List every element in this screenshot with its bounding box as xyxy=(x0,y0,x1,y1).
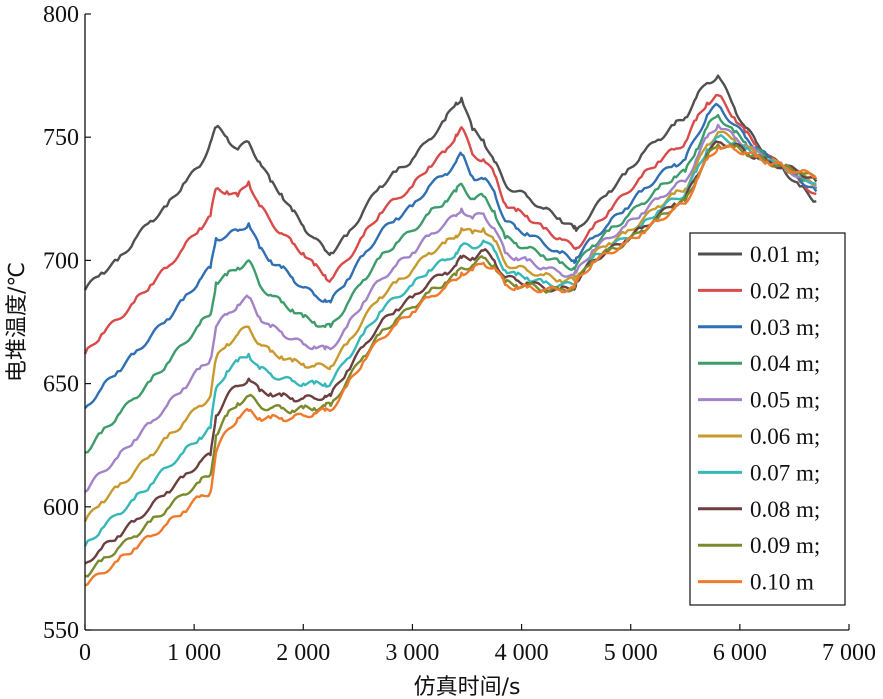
legend-label: 0.04 m; xyxy=(750,351,820,376)
legend-label: 0.02 m; xyxy=(750,278,820,303)
x-axis-title: 仿真时间/s xyxy=(414,675,521,699)
y-axis-title: 电堆温度/℃ xyxy=(5,262,30,382)
legend-label: 0.09 m; xyxy=(750,533,820,558)
x-tick-label: 4 000 xyxy=(495,640,549,666)
x-tick-label: 5 000 xyxy=(604,640,658,666)
y-tick-label: 750 xyxy=(43,125,79,151)
series-line-5 xyxy=(84,123,817,493)
series-group xyxy=(83,74,818,587)
series-line-3 xyxy=(84,102,818,410)
x-tick-label: 7 000 xyxy=(822,640,876,666)
series-line-4 xyxy=(84,113,818,454)
legend-label: 0.08 m; xyxy=(750,497,820,522)
series-line-10 xyxy=(84,144,817,587)
x-tick-label: 1 000 xyxy=(167,640,221,666)
y-tick-label: 600 xyxy=(43,495,79,521)
legend: 0.01 m; 0.02 m; 0.03 m; 0.04 m; 0.05 m; 0.06 … xyxy=(689,232,846,606)
legend-label: 0.01 m; xyxy=(750,242,820,267)
y-tick-label: 800 xyxy=(43,2,79,28)
series-line-1 xyxy=(83,74,817,291)
ticks: 0 1 000 2 000 3 000 4 000 5 000 6 000 7 000 550 6… xyxy=(43,2,876,666)
x-tick-label: 0 xyxy=(79,640,91,666)
legend-label: 0.07 m; xyxy=(750,460,820,485)
series-line-9 xyxy=(84,143,818,578)
legend-box xyxy=(689,232,846,606)
series-line-8 xyxy=(84,140,818,565)
series-line-7 xyxy=(83,133,817,547)
legend-label: 0.10 m xyxy=(750,570,814,595)
series-line-2 xyxy=(83,93,817,355)
legend-label: 0.06 m; xyxy=(750,424,820,449)
axes xyxy=(84,14,849,631)
x-tick-label: 3 000 xyxy=(385,640,439,666)
legend-label: 0.05 m; xyxy=(750,388,820,413)
y-tick-label: 550 xyxy=(43,618,79,644)
y-tick-label: 700 xyxy=(43,248,79,274)
x-tick-label: 6 000 xyxy=(713,640,767,666)
x-tick-label: 2 000 xyxy=(276,640,330,666)
y-tick-label: 650 xyxy=(43,372,79,398)
legend-label: 0.03 m; xyxy=(750,315,820,340)
